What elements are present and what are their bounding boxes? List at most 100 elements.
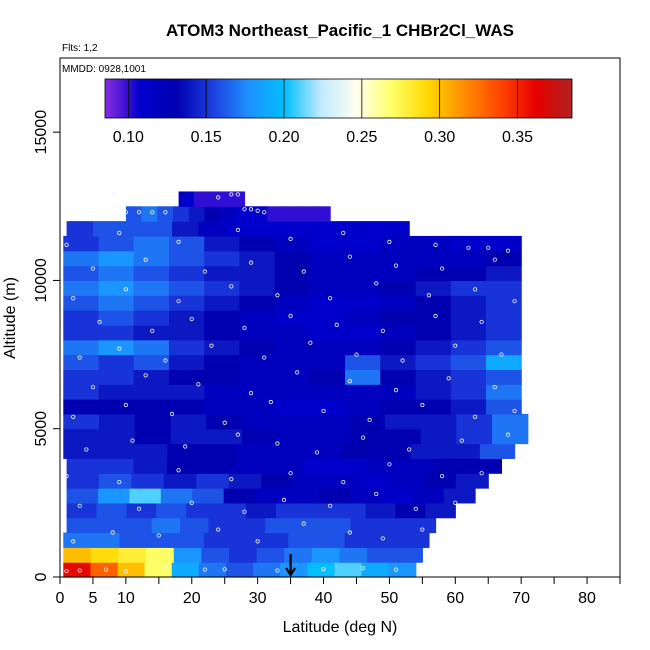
- heatmap-cell: [168, 295, 205, 311]
- chart-title: ATOM3 Northeast_Pacific_1 CHBr2Cl_WAS: [166, 21, 514, 40]
- heatmap-cell: [415, 399, 452, 415]
- heatmap-cell: [204, 265, 240, 282]
- sample-point: [90, 266, 96, 271]
- heatmap-cell: [375, 443, 412, 459]
- y-tick-label: 10000: [33, 258, 50, 303]
- sample-point: [136, 210, 142, 215]
- heatmap-cell: [274, 280, 311, 296]
- heatmap-cell: [133, 265, 170, 282]
- heatmap-cell: [118, 547, 147, 563]
- heatmap-cell: [380, 265, 417, 282]
- heatmap-cell: [282, 206, 300, 222]
- heatmap-cell: [277, 221, 305, 237]
- sample-point: [248, 260, 254, 265]
- heatmap-cell: [256, 547, 285, 563]
- sample-point: [229, 477, 234, 482]
- heatmap-cell: [334, 458, 369, 474]
- sample-point: [499, 352, 504, 357]
- heatmap-cell: [204, 310, 240, 326]
- sample-point: [255, 208, 260, 213]
- heatmap-cell: [485, 324, 522, 341]
- heatmap-cell: [267, 206, 284, 222]
- heatmap-cell: [66, 488, 99, 504]
- heatmap-cell: [303, 221, 331, 237]
- heatmap-cell: [261, 473, 295, 489]
- x-tick-label: 70: [512, 590, 530, 607]
- heatmap-cell: [485, 295, 522, 311]
- heatmap-cell: [63, 354, 100, 370]
- heatmap-cell: [98, 235, 135, 252]
- sample-point: [202, 269, 208, 274]
- heatmap-cell: [204, 295, 240, 311]
- heatmap-cell: [239, 324, 276, 341]
- heatmap-cell: [235, 206, 253, 222]
- heatmap-cell: [380, 488, 413, 504]
- sample-point: [117, 346, 122, 351]
- heatmap-cell: [309, 384, 346, 400]
- heatmap-cell: [188, 191, 195, 207]
- heatmap-cell: [239, 354, 276, 370]
- sample-point: [374, 281, 379, 286]
- heatmap-cell: [98, 324, 135, 341]
- sample-point: [321, 408, 326, 414]
- heatmap-cell: [209, 191, 215, 207]
- heatmap-cell: [322, 517, 351, 534]
- heatmap-cell: [275, 502, 307, 519]
- x-tick-label: 10: [117, 590, 135, 607]
- heatmap-cell: [450, 250, 487, 267]
- heatmap-cell: [63, 310, 100, 326]
- heatmap-cell: [119, 532, 149, 548]
- heatmap-cell: [309, 399, 346, 415]
- heatmap-cell: [168, 265, 205, 282]
- heatmap-cell: [253, 562, 281, 578]
- plot-frame: [59, 57, 621, 578]
- heatmap-cell: [345, 310, 381, 326]
- heatmap-cell: [229, 547, 258, 563]
- colorbar-tick-label: 0.35: [502, 129, 533, 146]
- heatmap-cell: [223, 488, 256, 504]
- sample-point: [341, 230, 346, 236]
- heatmap-cell: [63, 562, 91, 578]
- heatmap-layer: [63, 191, 529, 578]
- heatmap-cell: [309, 250, 346, 267]
- sample-point: [222, 567, 227, 572]
- heatmap-cell: [274, 295, 311, 311]
- sample-point: [150, 328, 155, 333]
- heatmap-cell: [450, 324, 487, 341]
- heatmap-cell: [241, 428, 279, 445]
- sample-point: [64, 568, 69, 574]
- sample-point: [328, 503, 333, 508]
- heatmap-cell: [204, 384, 240, 400]
- heatmap-cell: [119, 221, 147, 237]
- sample-point: [492, 257, 497, 262]
- heatmap-cell: [147, 532, 177, 548]
- heatmap-cell: [334, 562, 363, 578]
- heatmap-cell: [306, 443, 342, 459]
- sample-point: [301, 269, 306, 274]
- heatmap-cell: [300, 458, 335, 474]
- sample-point: [110, 530, 115, 535]
- heatmap-cell: [349, 413, 386, 430]
- sample-point: [163, 565, 168, 571]
- heatmap-cell: [239, 280, 276, 296]
- sample-point: [216, 195, 221, 200]
- heatmap-cell: [98, 354, 135, 370]
- heatmap-cell: [225, 562, 254, 578]
- colorbar-tick-label: 0.15: [191, 129, 222, 146]
- sample-point: [77, 503, 82, 508]
- heatmap-cell: [131, 473, 165, 489]
- heatmap-cell: [284, 547, 313, 563]
- heatmap-cell: [168, 384, 205, 400]
- sample-point: [248, 207, 254, 212]
- heatmap-cell: [479, 443, 516, 459]
- heatmap-cell: [345, 295, 381, 311]
- heatmap-cell: [156, 502, 187, 519]
- heatmap-cell: [307, 562, 336, 578]
- sample-point: [143, 373, 148, 378]
- heatmap-cell: [361, 562, 390, 578]
- sample-point: [123, 402, 128, 408]
- heatmap-cell: [485, 384, 522, 400]
- heatmap-cell: [98, 384, 135, 400]
- heatmap-cell: [133, 354, 170, 370]
- heatmap-cell: [239, 399, 276, 415]
